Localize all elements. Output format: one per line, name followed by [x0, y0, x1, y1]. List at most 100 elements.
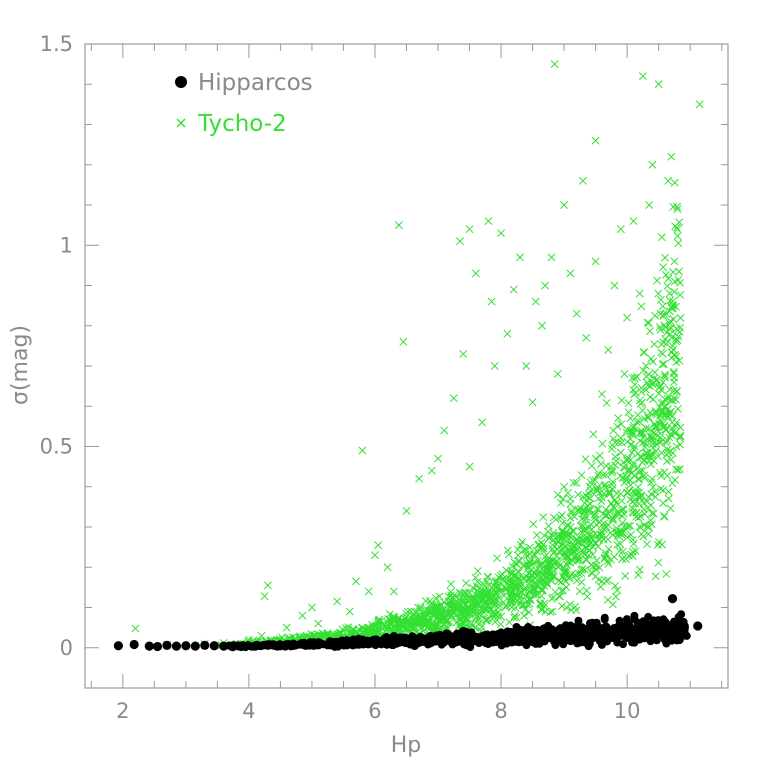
tycho-2-point: [478, 418, 487, 427]
hipparcos-point: [171, 641, 182, 651]
hipparcos-point: [152, 641, 163, 652]
hipparcos-point: [263, 640, 273, 650]
tycho-2-point: [447, 604, 456, 613]
tycho-2-point: [544, 554, 553, 562]
tycho-2-point: [611, 452, 620, 461]
tycho-2-point: [676, 314, 685, 322]
tycho-2-point: [459, 349, 468, 358]
tycho-2-point: [525, 599, 534, 608]
tycho-2-point: [627, 469, 636, 478]
tycho-2-point: [510, 613, 519, 622]
tycho-2-point: [593, 485, 602, 494]
tycho-2-point: [637, 302, 646, 311]
tycho-2-point: [448, 594, 457, 603]
tycho-2-point: [577, 578, 586, 587]
tycho-2-point: [626, 414, 635, 423]
tycho-2-point: [549, 556, 558, 565]
tycho-2-point: [648, 432, 657, 441]
tycho-2-point: [653, 540, 662, 549]
tycho-2-point: [260, 592, 269, 601]
tycho-2-point: [624, 454, 633, 462]
tycho-2-point: [628, 427, 637, 436]
tycho-2-point: [620, 369, 629, 378]
tycho-2-point: [613, 586, 622, 595]
tycho-2-point: [569, 547, 578, 556]
tycho-2-point: [481, 586, 490, 595]
tycho-2-point: [414, 616, 423, 625]
tycho-2-point: [585, 546, 594, 555]
tycho-2-point: [508, 589, 517, 598]
tycho-2-point: [577, 540, 586, 549]
tycho-2-point: [624, 408, 633, 417]
tycho-2-point: [617, 527, 626, 536]
x-tick-label: 8: [494, 699, 507, 723]
tycho-2-point: [622, 428, 631, 437]
tycho-2-point: [534, 540, 543, 549]
tycho-2-point: [519, 600, 528, 609]
tycho-2-point: [608, 444, 616, 453]
tycho-2-point: [494, 581, 503, 590]
tycho-2-point: [608, 480, 617, 489]
tycho-2-point: [374, 617, 383, 626]
tycho-2-point: [532, 531, 541, 539]
tycho-2-point: [525, 608, 533, 617]
tycho-2-point: [636, 437, 644, 446]
tycho-2-point: [582, 555, 590, 564]
tycho-2-point: [604, 545, 613, 554]
tycho-2-point: [628, 373, 637, 382]
tycho-2-point: [505, 601, 514, 610]
tycho-2-point: [549, 571, 558, 580]
tycho-2-point: [456, 237, 465, 246]
tycho-2-point: [671, 476, 679, 484]
tycho-2-point: [497, 229, 506, 238]
tycho-2-point: [613, 422, 622, 431]
tycho-2-point: [530, 569, 539, 578]
tycho-2-point: [416, 605, 425, 614]
tycho-2-point: [559, 544, 568, 553]
tycho-2-point: [408, 624, 417, 633]
tycho-2-point: [558, 551, 567, 560]
tycho-2-point: [307, 603, 316, 612]
hipparcos-point: [250, 641, 260, 651]
tycho-2-point: [493, 554, 501, 563]
hipparcos-point: [414, 637, 424, 647]
hipparcos-point: [338, 639, 349, 650]
tycho-2-point: [512, 613, 521, 622]
tycho-2-point: [597, 390, 606, 399]
tycho-2-point: [645, 201, 654, 209]
tycho-2-point: [389, 614, 398, 623]
tycho-2-point: [578, 565, 587, 574]
hipparcos-point: [628, 629, 639, 640]
tycho-2-point: [319, 631, 328, 640]
tycho-2-point: [514, 575, 523, 584]
hipparcos-point: [673, 622, 682, 631]
tycho-2-point: [616, 539, 625, 548]
tycho-2-point: [440, 426, 449, 435]
tycho-2-point: [572, 478, 581, 487]
tycho-2-point: [656, 433, 665, 442]
tycho-2-point: [618, 554, 627, 563]
tycho-2-point: [664, 274, 673, 283]
tycho-2-point: [651, 311, 659, 320]
tycho-2-point: [615, 547, 624, 556]
tycho-2-point: [131, 624, 140, 633]
tycho-2-point: [664, 176, 673, 185]
tycho-2-point: [513, 582, 522, 591]
hipparcos-point: [200, 640, 210, 650]
tycho-2-point: [641, 439, 650, 448]
tycho-2-point: [298, 611, 307, 620]
tycho-2-point: [647, 435, 656, 444]
hipparcos-point: [622, 615, 631, 624]
y-tick-label: 0: [60, 636, 73, 660]
tycho-2-point: [502, 566, 511, 575]
hipparcos-point: [654, 628, 664, 638]
tycho-2-point: [647, 509, 656, 517]
tycho-2-point: [475, 615, 483, 624]
tycho-2-point: [663, 395, 672, 403]
tycho-2-point: [611, 581, 620, 590]
hipparcos-point: [490, 634, 500, 644]
tycho-2-point: [639, 366, 648, 375]
tycho-2-point: [440, 608, 449, 617]
tycho-2-point: [606, 528, 615, 537]
tycho-2-point: [638, 72, 647, 81]
